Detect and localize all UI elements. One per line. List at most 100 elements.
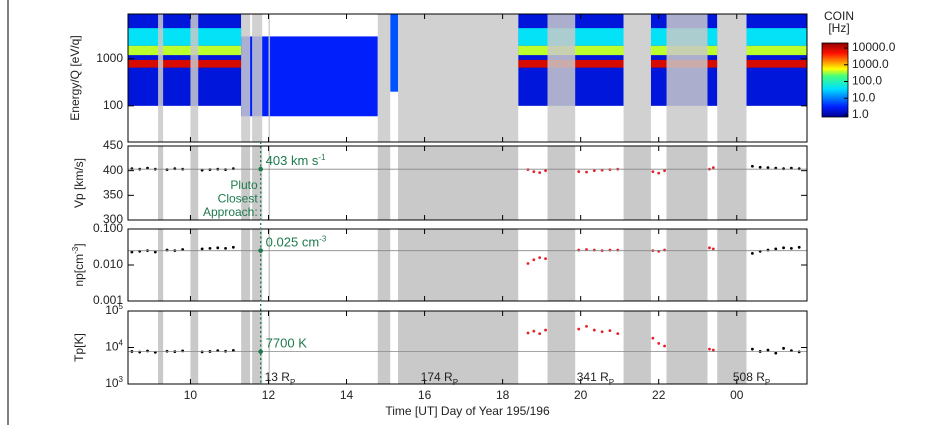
x-tick-label: 14 [340, 388, 354, 402]
reference-label-part: 403 km s [266, 154, 319, 169]
data-point [224, 246, 227, 250]
data-point [544, 257, 547, 261]
shaded-interval [547, 311, 576, 384]
y-tick-label: 105 [105, 302, 123, 318]
data-point [592, 328, 596, 332]
data-point [231, 349, 235, 352]
data-point [797, 167, 801, 171]
data-point [789, 246, 793, 250]
shaded-interval [252, 311, 263, 384]
distance-label: 508 RP [733, 370, 770, 386]
panel-frame [127, 228, 808, 302]
data-point [600, 330, 604, 334]
shaded-interval [241, 229, 251, 301]
data-point [544, 169, 547, 173]
x-tick-label: 10 [184, 388, 198, 402]
y-axis-label: Vp [km/s] [72, 158, 86, 208]
panel-frame [127, 310, 808, 385]
spectrogram-cell [128, 45, 242, 56]
shaded-interval [158, 311, 164, 384]
distance-label-part: 508 R [733, 370, 765, 384]
data-point [224, 168, 227, 172]
panel-frame [127, 13, 808, 143]
y-tick-label-part: 5 [119, 302, 124, 311]
data-point [577, 170, 581, 174]
shaded-interval [377, 229, 391, 301]
x-tick-label: 00 [730, 388, 744, 402]
data-point [750, 347, 754, 351]
shaded-interval [377, 146, 391, 220]
x-axis-label: Time [UT] Day of Year 195/196 [385, 404, 550, 418]
colorbar-tick-label: 1000.0 [852, 57, 889, 71]
shaded-interval [377, 14, 391, 142]
y-axis-label: Energy/Q [eV/q] [68, 35, 82, 120]
y-tick-label: 0.100 [93, 221, 123, 235]
data-point [797, 245, 801, 249]
distance-label-part: 174 R [421, 370, 453, 384]
reference-label: 7700 K [266, 336, 308, 351]
data-point [577, 327, 581, 331]
data-point [608, 329, 612, 333]
shaded-interval [717, 14, 747, 142]
data-point [651, 336, 655, 340]
spectrogram-cell [746, 45, 807, 56]
data-point [782, 246, 785, 250]
shaded-interval [666, 229, 708, 301]
data-point [774, 351, 778, 355]
data-point [532, 170, 536, 174]
y-tick-label-part: 4 [119, 338, 124, 347]
y-tick-label: 104 [105, 338, 123, 354]
shaded-interval [547, 14, 576, 142]
data-point [538, 171, 542, 175]
data-point [130, 250, 134, 254]
shaded-interval [717, 311, 747, 384]
y-axis-label: np[cm-3] [71, 243, 87, 286]
x-tick-label: 12 [262, 388, 276, 402]
data-point [708, 347, 711, 351]
distance-label-part: P [290, 378, 295, 387]
spectrogram-cell [746, 28, 807, 46]
data-point [708, 246, 711, 250]
data-point [585, 324, 588, 328]
data-point [585, 170, 588, 174]
distance-label-part: P [765, 378, 770, 387]
y-tick-label: 300 [103, 212, 123, 226]
data-point [200, 247, 204, 251]
data-point [663, 344, 666, 348]
x-tick-label: 16 [418, 388, 432, 402]
x-tick-label: 20 [574, 388, 588, 402]
data-point [657, 171, 661, 175]
colorbar-tick-label: 100.0 [852, 74, 882, 88]
data-point [758, 165, 762, 169]
shaded-interval [398, 14, 519, 142]
closest-approach-label: Closest [218, 192, 259, 206]
y-tick-label-part: 10 [105, 340, 119, 354]
data-point [532, 258, 536, 262]
reference-point [258, 349, 263, 354]
shaded-interval [190, 229, 199, 301]
shaded-interval [398, 311, 519, 384]
shaded-interval [190, 14, 199, 142]
x-tick-label: 18 [496, 388, 510, 402]
shaded-interval [190, 311, 199, 384]
data-point [231, 245, 235, 249]
data-point [526, 168, 530, 172]
data-point [711, 166, 715, 170]
data-point [138, 350, 142, 354]
y-axis-label-part: -3 [71, 246, 80, 254]
data-point [657, 341, 661, 345]
data-point [224, 349, 227, 353]
shaded-interval [158, 229, 164, 301]
data-point [774, 247, 778, 251]
shaded-interval [666, 14, 708, 142]
colorbar-unit: [Hz] [828, 21, 849, 35]
data-point [750, 164, 754, 168]
shaded-interval [666, 311, 708, 384]
shaded-interval [547, 146, 576, 220]
shaded-interval [377, 311, 391, 384]
spectrogram-cell [390, 14, 399, 92]
shaded-interval [398, 146, 519, 220]
y-tick-label-part: 0.010 [93, 257, 123, 271]
data-point [782, 167, 785, 171]
shaded-interval [623, 229, 651, 301]
